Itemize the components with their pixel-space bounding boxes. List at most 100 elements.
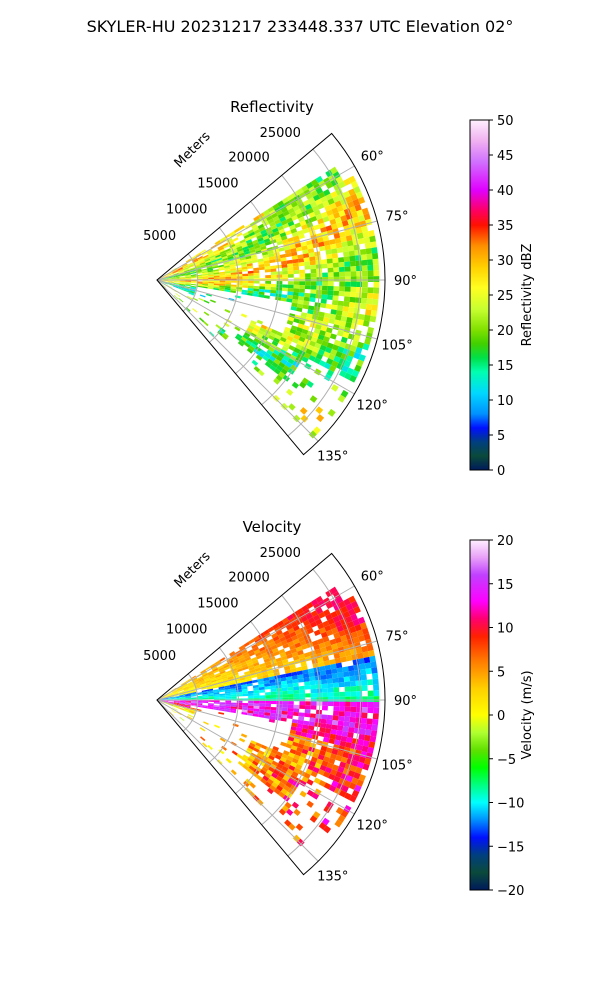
azimuth-tick-label: 60° (361, 570, 384, 585)
radar-bin (236, 282, 243, 286)
radar-bin (207, 688, 214, 692)
radar-bin (257, 369, 265, 377)
radar-bin (207, 693, 214, 696)
radar-bin (230, 702, 237, 705)
radar-bin (191, 702, 197, 704)
radar-bin (344, 291, 351, 297)
radar-bin (216, 679, 223, 683)
radar-bin (203, 675, 210, 680)
radar-bin (290, 745, 298, 751)
radar-bin (306, 800, 314, 808)
radar-bin (264, 289, 271, 293)
colorbar-tick-label: 40 (497, 184, 514, 199)
radar-bin (334, 657, 342, 664)
radar-bin (248, 651, 256, 657)
radar-bin (302, 324, 310, 331)
radar-bin (187, 262, 194, 266)
radar-bin (361, 707, 368, 713)
radar-bin (224, 269, 231, 272)
radar-bin (191, 282, 197, 284)
radar-bin (208, 696, 214, 698)
radar-bin (230, 710, 237, 714)
radar-bin (168, 701, 174, 704)
radar-bin (288, 403, 296, 411)
radar-bin (191, 701, 197, 703)
radar-bin (293, 334, 301, 341)
radar-bin (201, 286, 208, 289)
radar-bin (347, 311, 354, 319)
radar-bin (353, 606, 361, 614)
radar-bin (225, 696, 232, 699)
radar-bin (260, 324, 268, 330)
radar-bin (189, 290, 195, 294)
radar-bin (322, 281, 328, 286)
radar-bin (184, 706, 191, 709)
radar-bin (344, 691, 351, 697)
radar-bin (184, 286, 191, 289)
radar-bin (253, 327, 260, 333)
radar-bin (271, 361, 279, 369)
radar-bin (342, 666, 349, 673)
radar-bin (371, 252, 379, 260)
radar-bin (199, 294, 206, 298)
radar-bin (177, 686, 183, 690)
radar-bin (168, 697, 174, 699)
radar-bin (252, 795, 260, 802)
radar-bin (173, 703, 180, 705)
radar-bin (344, 706, 351, 712)
radar-bin (306, 380, 314, 388)
range-tick-label: 10000 (166, 623, 207, 638)
radar-bin (167, 692, 173, 696)
radar-bin (371, 672, 379, 680)
radar-bin (284, 669, 292, 674)
radar-bin (302, 249, 309, 255)
radar-bin (219, 282, 226, 285)
radar-bin (225, 272, 231, 276)
radar-bin (185, 697, 192, 699)
radar-bin (299, 269, 306, 274)
radar-bin (269, 641, 276, 648)
radar-bin (291, 719, 299, 724)
radar-bin (258, 749, 265, 756)
range-tick-label: 15000 (197, 596, 238, 611)
radar-bin (292, 682, 299, 687)
radar-bin (262, 655, 270, 661)
radar-bin (218, 666, 225, 672)
radar-bin (207, 744, 213, 751)
radar-bin (350, 686, 357, 692)
radar-bin (301, 748, 309, 755)
radar-bin (358, 733, 366, 741)
radar-bin (288, 752, 295, 758)
radar-bin (323, 240, 331, 246)
radar-bin (305, 277, 311, 282)
radar-bin (365, 247, 372, 255)
radar-bin (357, 616, 366, 625)
radar-bin (345, 321, 352, 329)
radar-bin (303, 300, 310, 306)
radar-bin (168, 696, 174, 699)
radar-bin (285, 759, 292, 765)
radar-bin (355, 260, 362, 267)
radar-bin (320, 646, 327, 653)
radar-bin (269, 682, 276, 687)
radar-bin (355, 346, 363, 355)
radar-bin (202, 275, 209, 277)
radar-bin (248, 324, 255, 331)
radar-bin (167, 283, 174, 286)
radar-bin (258, 708, 265, 713)
radar-bin (349, 206, 357, 214)
radar-bin (287, 358, 295, 365)
radar-bin (326, 629, 334, 637)
radar-bin (324, 640, 331, 647)
radar-bin (369, 655, 376, 663)
radar-bin (335, 662, 343, 669)
radar-bin (288, 332, 295, 338)
radar-bin (317, 237, 324, 243)
radar-bin (353, 727, 361, 734)
radar-bin (273, 769, 280, 776)
radar-bin (172, 690, 178, 694)
radar-bin (277, 213, 285, 219)
radar-bin (327, 214, 335, 221)
radar-bin (231, 280, 237, 283)
radar-bin (162, 701, 168, 704)
